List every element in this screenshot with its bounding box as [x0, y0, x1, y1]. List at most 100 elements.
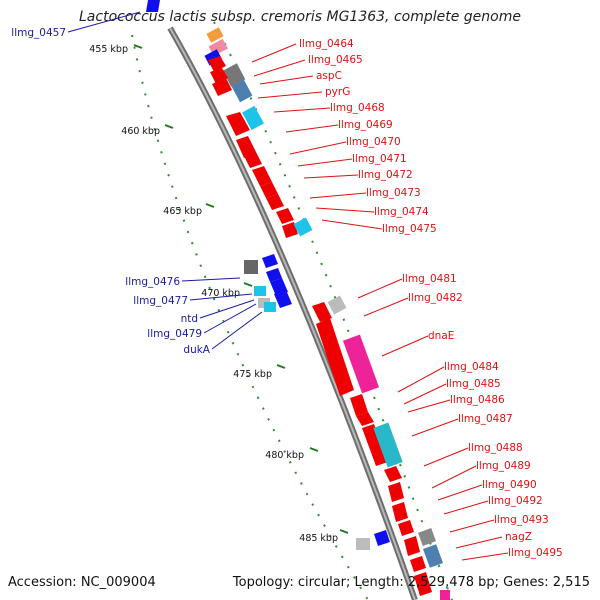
gene-arrow-0484 — [356, 412, 374, 426]
gene-arrow-0476 — [262, 254, 278, 268]
gene-arrow-pyrG — [226, 112, 250, 136]
tick-label-465: 465 kbp — [163, 206, 202, 217]
gene-block-cyan-1 — [242, 105, 264, 131]
gene-arrow-0490 — [392, 502, 408, 522]
label-llmg-0457: llmg_0457 — [11, 27, 66, 39]
gene-arrow-0473 — [276, 208, 294, 224]
gene-arrow-rev-blue — [374, 530, 390, 546]
reverse-label-leaders — [67, 11, 263, 350]
gene-arrow-0492 — [398, 520, 414, 536]
label-llmg-0476: llmg_0476 — [125, 276, 180, 288]
tick-465: 465 kbp — [163, 203, 215, 217]
tick-label-470: 470 kbp — [201, 288, 240, 299]
label-llmg-0465: llmg_0465 — [308, 54, 363, 66]
gene-arrow-0485 — [362, 424, 388, 466]
gene-arrow-aspC — [212, 78, 232, 96]
label-llmg-0489: llmg_0489 — [476, 460, 531, 472]
gene-arrow-0481 — [312, 302, 332, 322]
forward-strand-features — [204, 27, 450, 600]
gene-block-cyan-2 — [293, 217, 313, 237]
gene-arrow-0489 — [388, 482, 404, 502]
gene-arrow-0493 — [404, 536, 420, 556]
gene-block-steelblue-2 — [423, 544, 443, 568]
gene-block-gray-rev — [244, 260, 258, 274]
reverse-gene-labels: llmg_0457 llmg_0476 llmg_0477 ntd llmg_0… — [11, 27, 211, 356]
gene-arrow-0477 — [266, 268, 282, 282]
label-dnaE: dnaE — [428, 330, 454, 342]
gene-arrow-0468 — [236, 136, 256, 158]
reverse-strand-features — [146, 0, 390, 550]
tick-455: 455 kbp — [89, 44, 143, 55]
gene-block-magenta — [342, 334, 380, 394]
label-llmg-0471: llmg_0471 — [352, 153, 407, 165]
tick-marks: 455 kbp 460 kbp 465 kbp 470 kbp 475 kbp … — [89, 44, 349, 544]
tick-label-485: 485 kbp — [299, 533, 338, 544]
accession-text: Accession: NC_009004 — [8, 575, 156, 590]
gene-arrow-0464 — [208, 56, 226, 72]
tick-475: 475 kbp — [233, 364, 286, 380]
label-llmg-0468: llmg_0468 — [330, 102, 385, 114]
gene-arrow-0457 — [146, 0, 160, 12]
label-llmg-0490: llmg_0490 — [482, 479, 537, 491]
label-llmg-0492: llmg_0492 — [488, 495, 543, 507]
label-llmg-0479: llmg_0479 — [147, 328, 202, 340]
gene-arrow-dnaE-end — [350, 394, 368, 416]
gene-block-top-orange — [206, 27, 224, 43]
gene-block-gray — [222, 63, 246, 87]
label-llmg-0469: llmg_0469 — [338, 119, 393, 131]
gene-arrow-nagZ — [410, 556, 426, 572]
tick-label-480: 480 kbp — [265, 450, 304, 461]
gene-arrow-0469 — [244, 152, 262, 168]
gene-block-cyan-3 — [373, 422, 403, 468]
genome-summary-text: Topology: circular; Length: 2,529,478 bp… — [232, 575, 590, 590]
label-llmg-0495: llmg_0495 — [508, 547, 563, 559]
label-nagZ: nagZ — [505, 531, 532, 543]
tick-485: 485 kbp — [299, 529, 349, 544]
label-llmg-0470: llmg_0470 — [346, 136, 401, 148]
label-aspC: aspC — [316, 70, 342, 82]
gene-block-cyan-rev — [254, 286, 266, 296]
label-llmg-0464: llmg_0464 — [299, 38, 354, 50]
tick-480: 480 kbp — [265, 447, 319, 461]
label-llmg-0472: llmg_0472 — [358, 169, 413, 181]
label-dukA: dukA — [183, 344, 210, 356]
gene-block-gray-2 — [327, 295, 347, 315]
label-pyrG: pyrG — [325, 86, 350, 98]
gene-block-gray-3 — [418, 528, 436, 546]
gene-block-cyan-rev-2 — [264, 302, 276, 312]
inner-dotted-guide — [131, 34, 369, 600]
gene-arrow-0474 — [282, 222, 298, 238]
label-llmg-0475: llmg_0475 — [382, 223, 437, 235]
gene-arrow-0472 — [266, 194, 284, 210]
tick-label-455: 455 kbp — [89, 44, 128, 55]
gene-block-lightgray-rev-2 — [356, 538, 370, 550]
backbone — [167, 26, 418, 600]
tick-label-475: 475 kbp — [233, 369, 272, 380]
gene-arrow-0479 — [274, 290, 292, 308]
gene-block-steelblue — [231, 79, 253, 103]
label-llmg-0486: llmg_0486 — [450, 394, 505, 406]
gene-arrow-0470 — [252, 166, 272, 186]
label-llmg-0482: llmg_0482 — [408, 292, 463, 304]
gene-arrow-0482 — [316, 318, 354, 396]
map-title: Lactococcus lactis subsp. cremoris MG136… — [79, 9, 521, 25]
gene-arrow-0495 — [414, 572, 432, 596]
label-llmg-0493: llmg_0493 — [494, 514, 549, 526]
gene-arrow-0488 — [384, 466, 402, 482]
tick-470: 470 kbp — [201, 282, 253, 299]
tick-460: 460 kbp — [121, 124, 174, 137]
label-llmg-0484: llmg_0484 — [444, 361, 499, 373]
label-llmg-0488: llmg_0488 — [468, 442, 523, 454]
label-ntd: ntd — [181, 313, 198, 325]
forward-gene-labels: llmg_0464 llmg_0465 aspC pyrG llmg_0468 … — [299, 38, 563, 559]
label-llmg-0487: llmg_0487 — [458, 413, 513, 425]
label-llmg-0485: llmg_0485 — [446, 378, 501, 390]
forward-label-leaders — [251, 43, 509, 561]
label-llmg-0477: llmg_0477 — [133, 295, 188, 307]
gene-arrow-0471 — [260, 182, 278, 198]
gene-block-magenta-2 — [440, 590, 450, 600]
label-llmg-0481: llmg_0481 — [402, 273, 457, 285]
tick-label-460: 460 kbp — [121, 126, 160, 137]
label-llmg-0474: llmg_0474 — [374, 206, 429, 218]
